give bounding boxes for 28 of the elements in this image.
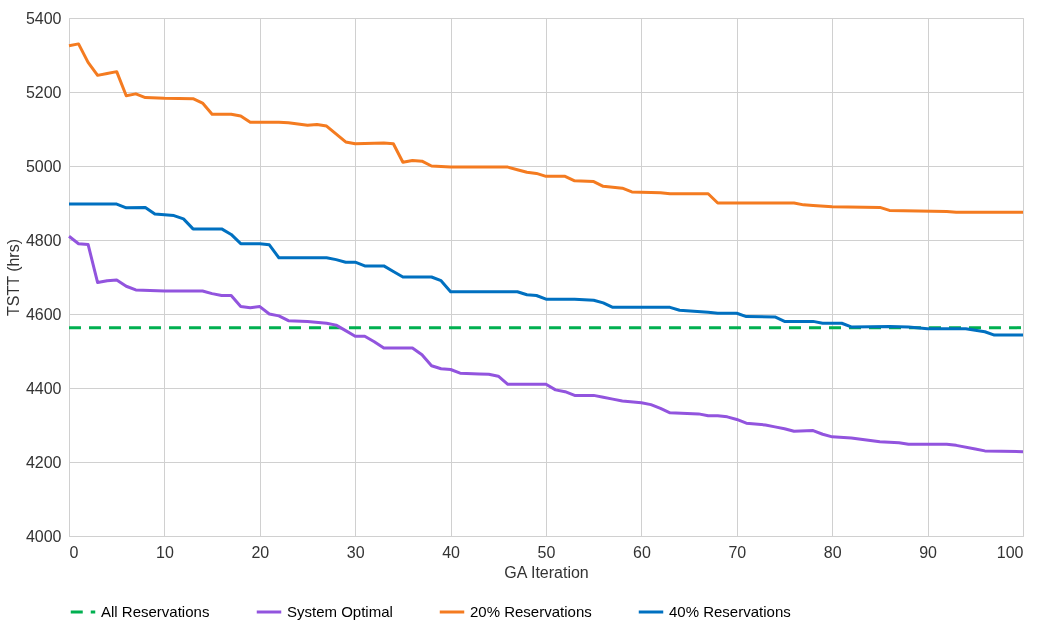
y-tick-label: 4000 xyxy=(25,527,62,545)
legend-label: System Optimal xyxy=(287,603,393,620)
y-tick-label: 5200 xyxy=(25,83,62,101)
y-axis-title: TSTT (hrs) xyxy=(4,238,22,317)
x-tick-label: 80 xyxy=(823,543,842,561)
x-tick-label: 0 xyxy=(69,543,79,561)
y-tick-label: 4800 xyxy=(25,231,62,249)
x-tick-label: 70 xyxy=(728,543,747,561)
x-axis-title: GA Iteration xyxy=(504,563,589,581)
y-tick-label: 4200 xyxy=(25,453,62,471)
x-tick-label: 50 xyxy=(537,543,556,561)
x-tick-label: 20 xyxy=(251,543,270,561)
x-tick-label: 10 xyxy=(156,543,174,561)
x-tick-label: 90 xyxy=(919,543,938,561)
line-series xyxy=(67,42,1025,214)
x-tick-label: 100 xyxy=(996,543,1024,561)
legend-label: 40% Reservations xyxy=(669,603,791,620)
y-tick-label: 5000 xyxy=(25,157,62,175)
x-tick-label: 60 xyxy=(633,543,651,561)
y-tick-label: 4600 xyxy=(25,305,62,323)
legend-label: All Reservations xyxy=(101,603,210,620)
line-series xyxy=(67,234,1025,454)
y-tick-label: 5400 xyxy=(25,9,62,27)
legend-label: 20% Reservations xyxy=(470,603,592,620)
x-tick-label: 30 xyxy=(346,543,365,561)
y-tick-label: 4400 xyxy=(25,379,62,397)
line-series xyxy=(67,202,1025,337)
x-tick-label: 40 xyxy=(442,543,461,561)
